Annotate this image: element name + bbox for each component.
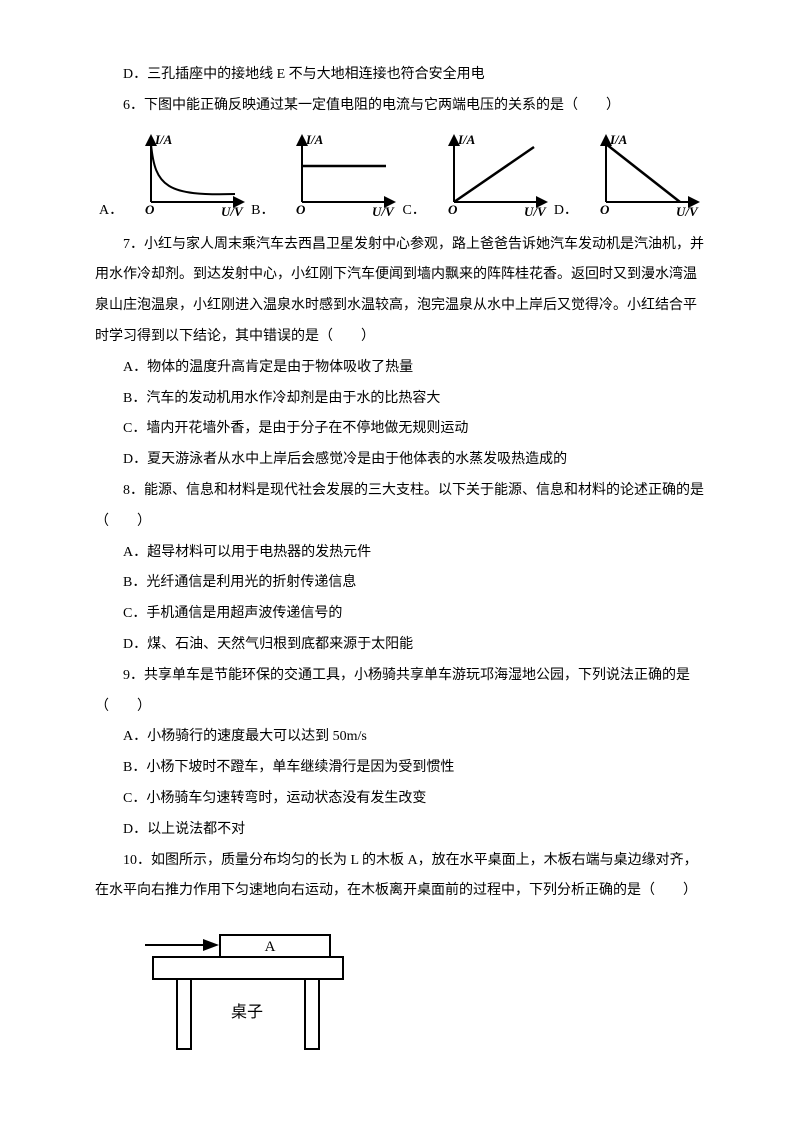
svg-text:O: O <box>600 202 610 217</box>
svg-text:I/A: I/A <box>305 132 324 147</box>
q9-option-B: B．小杨下坡时不蹬车，单车继续滑行是因为受到惯性 <box>95 753 705 784</box>
q8-option-D: D．煤、石油、天然气归根到底都来源于太阳能 <box>95 630 705 661</box>
q9-option-C: C．小杨骑车匀速转弯时，运动状态没有发生改变 <box>95 784 705 815</box>
q7-option-C: C．墙内开花墙外香，是由于分子在不停地做无规则运动 <box>95 414 705 445</box>
svg-text:桌子: 桌子 <box>231 1003 263 1021</box>
q6-label-C: C． <box>402 204 425 220</box>
q7-option-D: D．夏天游泳者从水中上岸后会感觉冷是由于他体表的水蒸发吸热造成的 <box>95 445 705 476</box>
q7-option-B: B．汽车的发动机用水作冷却剂是由于水的比热容大 <box>95 384 705 415</box>
svg-text:I/A: I/A <box>154 132 173 147</box>
svg-text:O: O <box>145 202 155 217</box>
q6-chart-C: O I/A U/V <box>430 132 550 220</box>
q10-figure: A 桌子 <box>135 917 705 1070</box>
svg-text:A: A <box>265 939 276 955</box>
svg-text:U/V: U/V <box>221 204 244 219</box>
q7-option-A: A．物体的温度升高肯定是由于物体吸收了热量 <box>95 353 705 384</box>
q6-chart-B: O I/A U/V <box>278 132 398 220</box>
svg-text:U/V: U/V <box>676 204 699 219</box>
q6-graphs: A． O I/A U/V B． <box>95 132 705 220</box>
q6-stem: 6．下图中能正确反映通过某一定值电阻的电流与它两端电压的关系的是（ ） <box>95 91 705 122</box>
q10-stem: 10．如图所示，质量分布均匀的长为 L 的木板 A，放在水平桌面上，木板右端与桌… <box>95 846 705 908</box>
svg-text:I/A: I/A <box>457 132 476 147</box>
q8-option-B: B．光纤通信是利用光的折射传递信息 <box>95 568 705 599</box>
q7-stem: 7．小红与家人周末乘汽车去西昌卫星发射中心参观，路上爸爸告诉她汽车发动机是汽油机… <box>95 230 705 353</box>
svg-text:I/A: I/A <box>609 132 628 147</box>
svg-text:O: O <box>448 202 458 217</box>
q8-stem: 8．能源、信息和材料是现代社会发展的三大支柱。以下关于能源、信息和材料的论述正确… <box>95 476 705 538</box>
svg-text:U/V: U/V <box>524 204 547 219</box>
q6-label-A: A． <box>99 204 123 220</box>
q6-chart-D: O I/A U/V <box>582 132 702 220</box>
q6-label-B: B． <box>251 204 274 220</box>
q8-option-C: C．手机通信是用超声波传递信号的 <box>95 599 705 630</box>
q9-option-D: D．以上说法都不对 <box>95 815 705 846</box>
q5-option-D: D．三孔插座中的接地线 E 不与大地相连接也符合安全用电 <box>95 60 705 91</box>
q6-label-D: D． <box>554 204 578 220</box>
page: D．三孔插座中的接地线 E 不与大地相连接也符合安全用电 6．下图中能正确反映通… <box>0 0 800 1140</box>
svg-text:U/V: U/V <box>372 204 395 219</box>
svg-text:O: O <box>296 202 306 217</box>
q6-chart-A: O I/A U/V <box>127 132 247 220</box>
q8-option-A: A．超导材料可以用于电热器的发热元件 <box>95 538 705 569</box>
q9-stem: 9．共享单车是节能环保的交通工具，小杨骑共享单车游玩邛海湿地公园，下列说法正确的… <box>95 661 705 723</box>
q9-option-A: A．小杨骑行的速度最大可以达到 50m/s <box>95 722 705 753</box>
